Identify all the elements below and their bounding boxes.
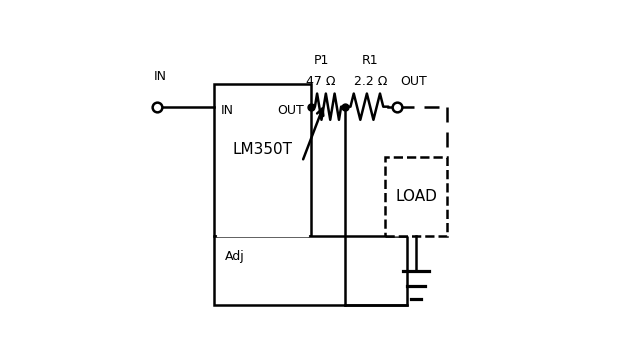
- Text: 47 Ω: 47 Ω: [306, 75, 336, 88]
- Text: LOAD: LOAD: [395, 189, 437, 204]
- Text: OUT: OUT: [277, 104, 304, 117]
- Bar: [214, 236, 408, 305]
- Text: 2.2 Ω: 2.2 Ω: [354, 75, 387, 88]
- Text: P1: P1: [314, 54, 329, 67]
- Text: IN: IN: [154, 70, 167, 82]
- Bar: [214, 84, 311, 236]
- Text: OUT: OUT: [401, 75, 428, 88]
- Text: R1: R1: [362, 54, 379, 67]
- Bar: [385, 157, 447, 236]
- Text: Adj: Adj: [224, 250, 244, 263]
- Text: LM350T: LM350T: [232, 142, 292, 157]
- Text: IN: IN: [221, 104, 234, 117]
